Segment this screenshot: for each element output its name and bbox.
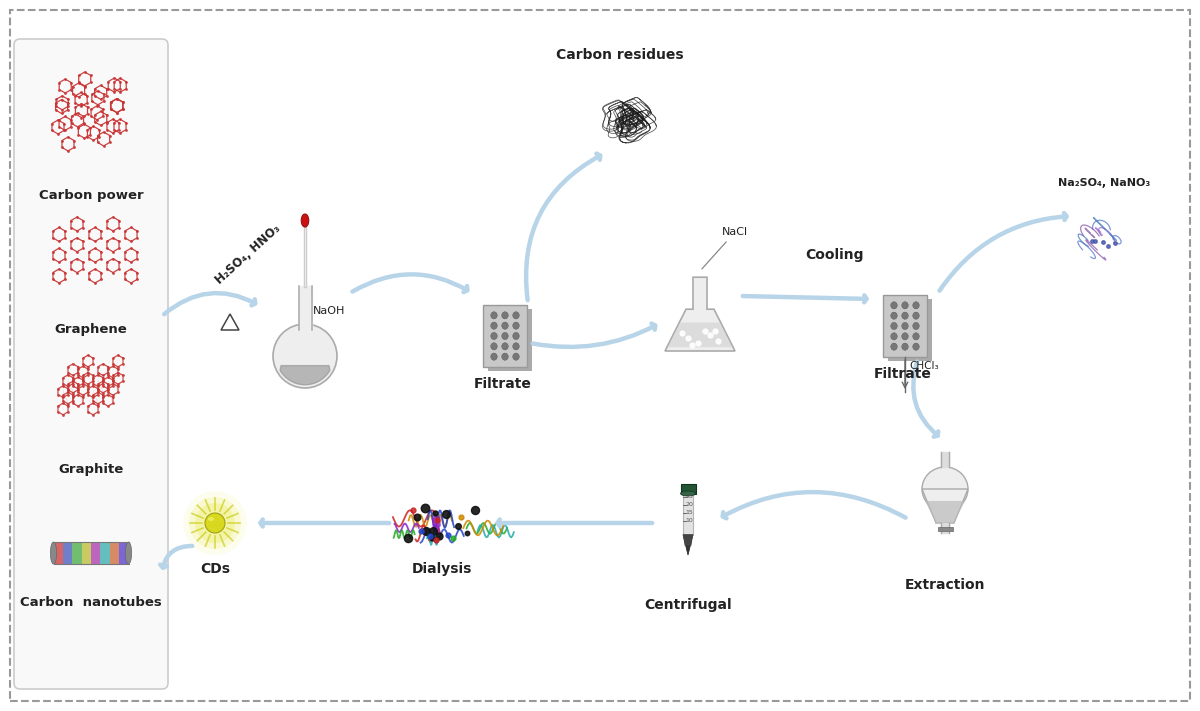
Polygon shape — [941, 452, 949, 467]
Ellipse shape — [491, 343, 497, 350]
Text: NaCl: NaCl — [702, 227, 748, 269]
Ellipse shape — [502, 333, 509, 340]
FancyArrowPatch shape — [498, 520, 653, 527]
Ellipse shape — [901, 333, 908, 340]
Ellipse shape — [890, 333, 898, 340]
Text: 20: 20 — [686, 503, 694, 508]
Ellipse shape — [512, 343, 520, 350]
Polygon shape — [665, 277, 734, 351]
Text: Graphene: Graphene — [55, 323, 127, 336]
Polygon shape — [683, 535, 694, 555]
FancyBboxPatch shape — [488, 309, 532, 371]
Ellipse shape — [512, 311, 520, 319]
Text: Carbon residues: Carbon residues — [556, 48, 684, 62]
Text: Filtrate: Filtrate — [874, 367, 932, 381]
Ellipse shape — [512, 333, 520, 340]
Polygon shape — [54, 542, 62, 564]
Polygon shape — [91, 542, 101, 564]
Ellipse shape — [512, 322, 520, 329]
FancyArrowPatch shape — [260, 520, 389, 527]
FancyBboxPatch shape — [883, 295, 928, 357]
Ellipse shape — [301, 214, 308, 227]
Text: Cooling: Cooling — [805, 248, 864, 262]
Ellipse shape — [182, 491, 247, 555]
FancyArrowPatch shape — [722, 492, 906, 518]
Ellipse shape — [50, 542, 56, 564]
Polygon shape — [109, 542, 119, 564]
Ellipse shape — [208, 517, 214, 521]
FancyArrowPatch shape — [913, 362, 938, 437]
Text: Extraction: Extraction — [905, 578, 985, 592]
Bar — [683, 493, 694, 535]
Ellipse shape — [274, 324, 337, 388]
FancyArrowPatch shape — [160, 546, 192, 567]
Ellipse shape — [901, 322, 908, 330]
Polygon shape — [941, 523, 949, 533]
Polygon shape — [62, 542, 72, 564]
Polygon shape — [101, 542, 109, 564]
Ellipse shape — [502, 311, 509, 319]
Text: CHCl₃: CHCl₃ — [910, 361, 938, 371]
Text: NaOH: NaOH — [313, 306, 346, 316]
Polygon shape — [683, 535, 694, 546]
Bar — [937, 527, 953, 531]
Text: Carbon  nanotubes: Carbon nanotubes — [20, 596, 162, 609]
Ellipse shape — [890, 301, 898, 309]
FancyBboxPatch shape — [888, 299, 932, 361]
Ellipse shape — [922, 467, 968, 511]
Ellipse shape — [913, 312, 919, 319]
Polygon shape — [667, 323, 732, 347]
Text: Dialysis: Dialysis — [412, 562, 472, 576]
Ellipse shape — [125, 542, 132, 564]
Ellipse shape — [901, 343, 908, 351]
Text: 25: 25 — [686, 494, 694, 500]
Ellipse shape — [890, 312, 898, 319]
Polygon shape — [119, 542, 128, 564]
Polygon shape — [922, 489, 968, 523]
Ellipse shape — [491, 333, 497, 340]
Ellipse shape — [502, 343, 509, 350]
Text: Centrifugal: Centrifugal — [644, 598, 732, 612]
Ellipse shape — [901, 312, 908, 319]
Text: 10: 10 — [686, 518, 694, 523]
Ellipse shape — [190, 497, 241, 549]
FancyArrowPatch shape — [533, 324, 655, 347]
Ellipse shape — [491, 353, 497, 360]
Ellipse shape — [913, 333, 919, 340]
Polygon shape — [280, 365, 330, 385]
Ellipse shape — [890, 322, 898, 330]
FancyBboxPatch shape — [14, 39, 168, 689]
Ellipse shape — [913, 301, 919, 309]
FancyBboxPatch shape — [482, 305, 527, 367]
Polygon shape — [82, 542, 91, 564]
Ellipse shape — [491, 322, 497, 329]
Text: Graphite: Graphite — [59, 463, 124, 476]
Ellipse shape — [205, 513, 226, 533]
FancyArrowPatch shape — [940, 213, 1067, 291]
Ellipse shape — [491, 311, 497, 319]
Text: H₂SO₄, HNO₃: H₂SO₄, HNO₃ — [214, 222, 283, 287]
Ellipse shape — [680, 491, 696, 496]
Ellipse shape — [194, 503, 235, 543]
Ellipse shape — [913, 322, 919, 330]
Polygon shape — [299, 286, 312, 330]
Ellipse shape — [913, 343, 919, 351]
Text: Filtrate: Filtrate — [474, 377, 532, 391]
Ellipse shape — [890, 343, 898, 351]
Polygon shape — [925, 501, 965, 523]
Ellipse shape — [502, 353, 509, 360]
FancyArrowPatch shape — [526, 154, 600, 300]
Text: Na₂SO₄, NaNO₃: Na₂SO₄, NaNO₃ — [1058, 178, 1151, 188]
FancyArrowPatch shape — [743, 295, 866, 302]
Polygon shape — [72, 542, 82, 564]
Text: CDs: CDs — [200, 562, 230, 576]
FancyArrowPatch shape — [353, 274, 467, 292]
Ellipse shape — [502, 322, 509, 329]
Bar — [680, 483, 696, 493]
Ellipse shape — [901, 301, 908, 309]
Ellipse shape — [512, 353, 520, 360]
Text: Carbon power: Carbon power — [38, 189, 143, 202]
Text: 15: 15 — [686, 510, 694, 515]
FancyArrowPatch shape — [164, 293, 256, 314]
